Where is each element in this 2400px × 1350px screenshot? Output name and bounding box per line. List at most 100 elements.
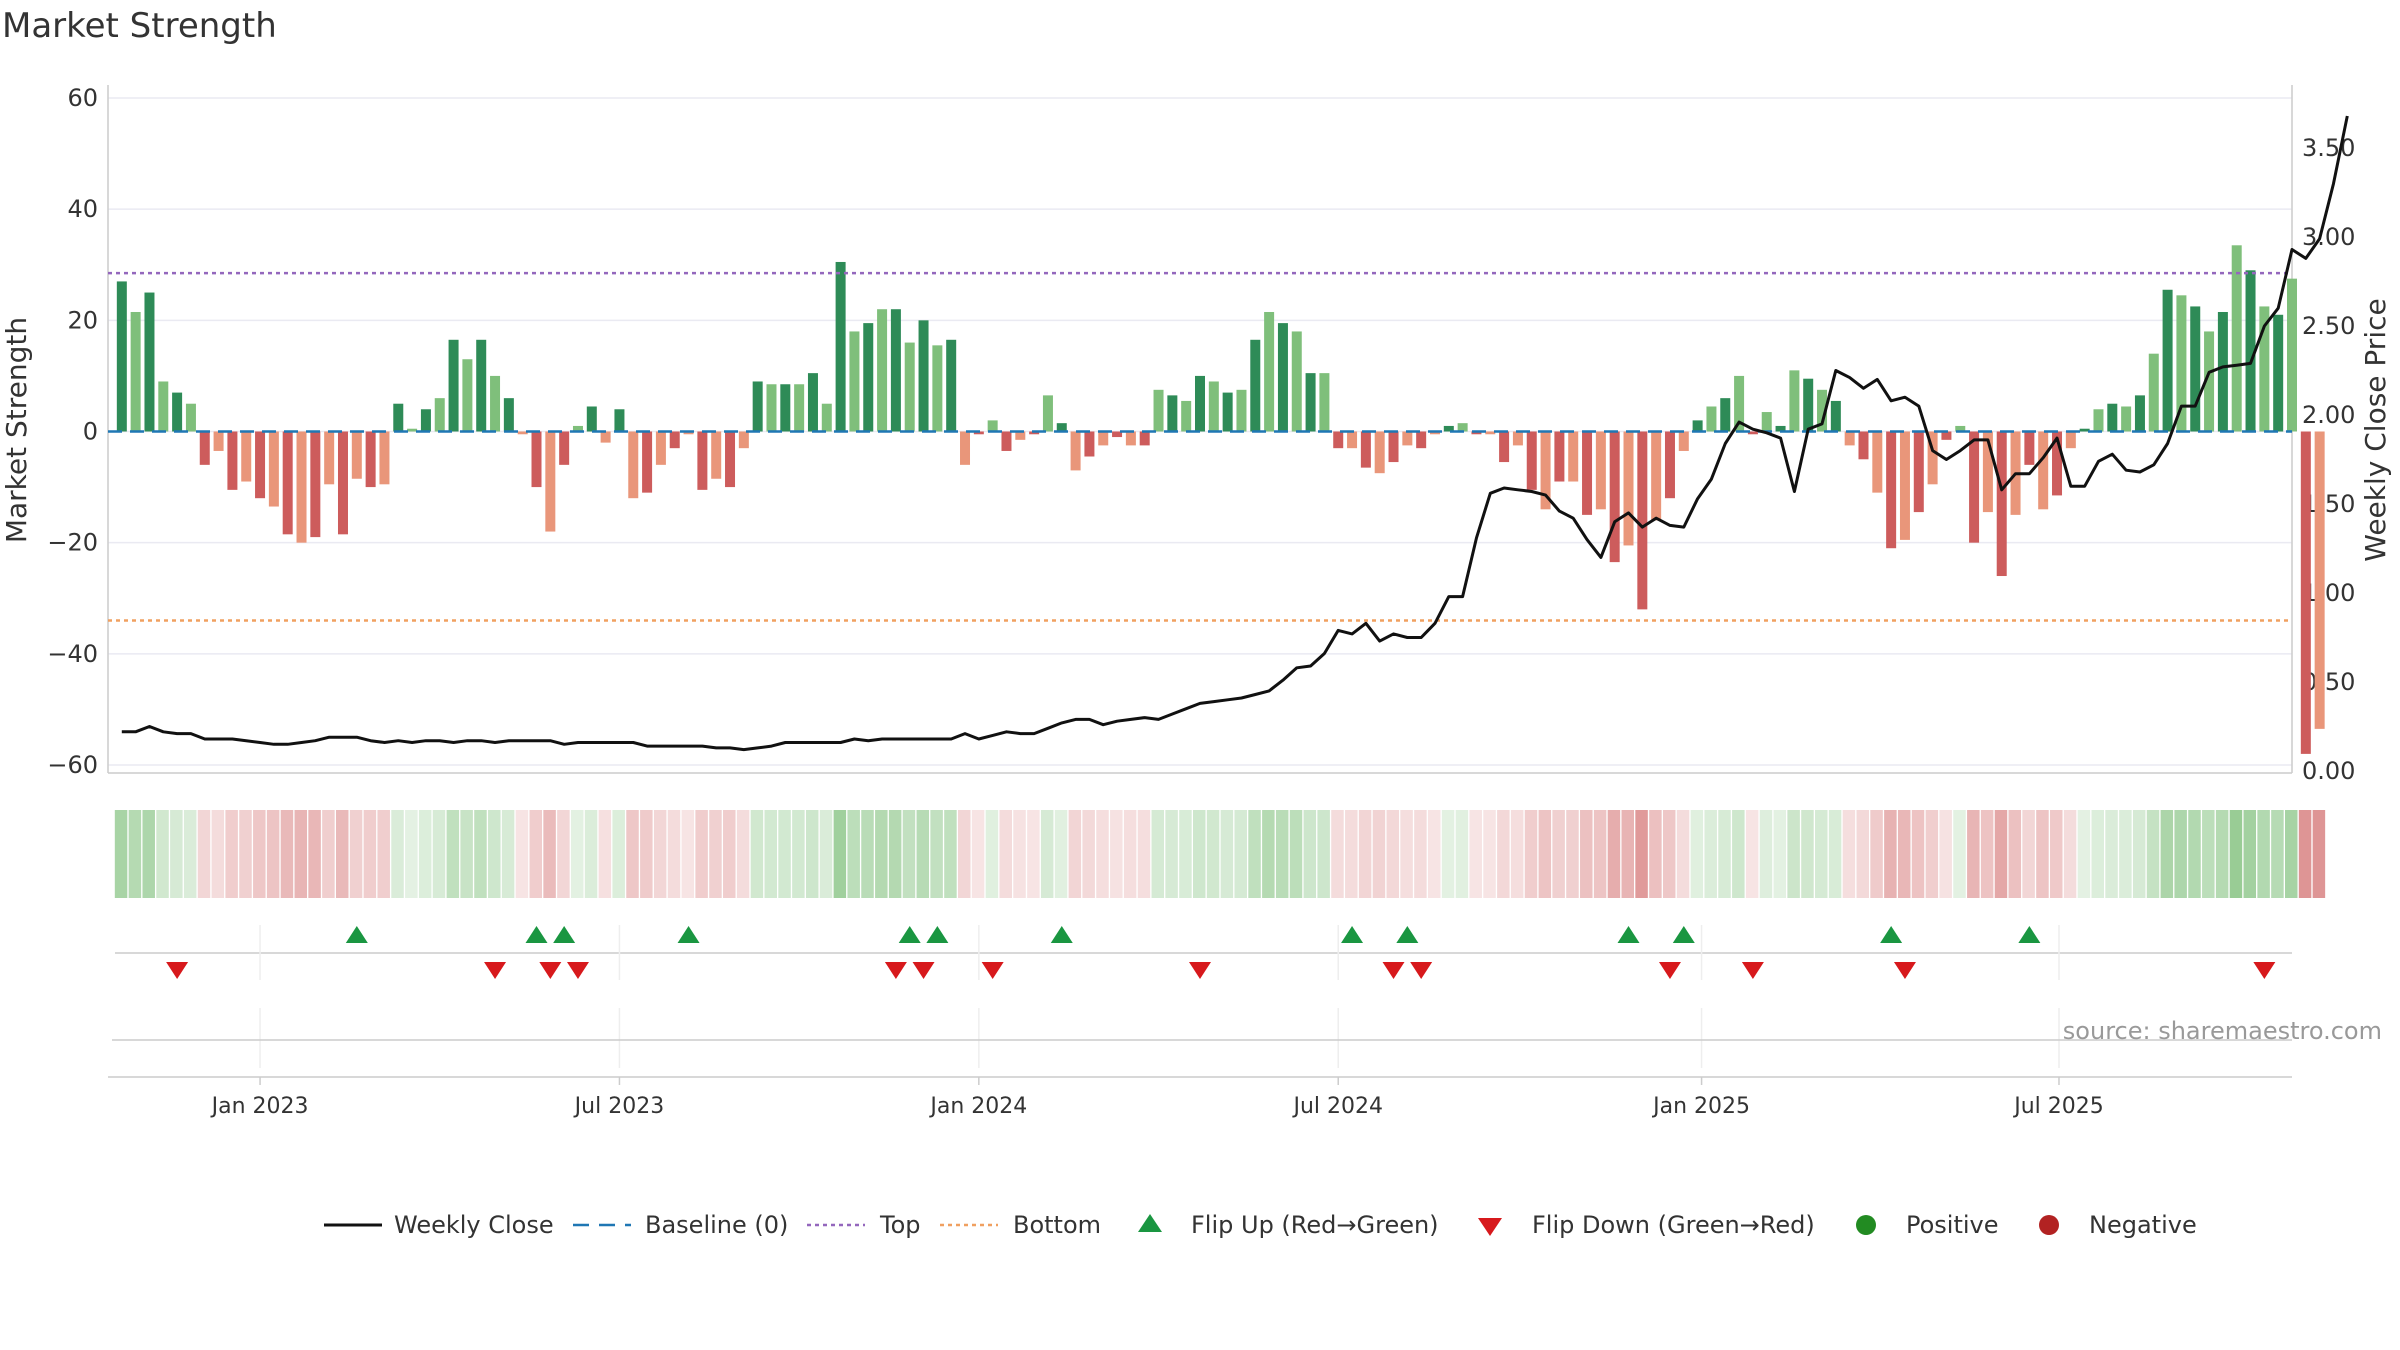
heat-cell: [1621, 810, 1635, 898]
strength-bar: [310, 431, 321, 538]
heat-cell: [1787, 810, 1800, 898]
strength-bar: [531, 431, 542, 488]
strength-bar: [849, 331, 860, 432]
strength-bar: [1402, 431, 1413, 446]
strength-bar: [1181, 400, 1192, 432]
strength-bar: [738, 431, 749, 449]
strength-bar: [1982, 431, 1993, 513]
legend-label: Negative: [2089, 1211, 2197, 1239]
flip-down-marker: [166, 962, 189, 979]
strength-bar: [960, 431, 971, 465]
left-tick-label: −40: [47, 640, 98, 668]
strength-bar: [1969, 431, 1980, 543]
flip-up-marker: [677, 926, 700, 943]
strength-bar: [2134, 395, 2145, 432]
heat-cell: [253, 810, 266, 898]
strength-bar: [1125, 431, 1136, 446]
strength-bar: [1084, 431, 1095, 457]
strength-bar: [766, 384, 777, 432]
heat-cell: [1994, 810, 2008, 898]
heat-cell: [1040, 810, 1054, 898]
heat-cell: [847, 810, 860, 898]
strength-bar: [1540, 431, 1551, 510]
strength-bar: [1471, 431, 1482, 435]
chart-title: Market Strength: [2, 6, 277, 46]
heat-cell: [349, 810, 363, 898]
heat-cell: [2229, 810, 2243, 898]
heat-cell: [1842, 810, 1856, 898]
heat-cell: [570, 810, 584, 898]
flip-up-marker: [553, 926, 576, 943]
heat-cell: [695, 810, 708, 898]
strength-bar: [255, 431, 266, 499]
legend-label: Flip Down (Green→Red): [1532, 1211, 1815, 1239]
heat-cell: [1925, 810, 1939, 898]
heat-cell: [460, 810, 473, 898]
strength-bar: [268, 431, 279, 507]
heat-cell: [1345, 810, 1358, 898]
strength-bar: [2162, 289, 2173, 432]
strength-bar: [821, 403, 832, 432]
strength-bar: [365, 431, 376, 488]
heat-cell: [363, 810, 377, 898]
strength-bar: [586, 406, 597, 432]
flip-down-marker: [1189, 962, 1211, 979]
strength-bar: [172, 392, 183, 432]
x-tick-label: Jul 2025: [2012, 1094, 2104, 1119]
heat-cell: [2146, 810, 2160, 898]
heat-cell: [888, 810, 902, 898]
flip-up-marker: [1396, 926, 1419, 943]
heat-cell: [1497, 810, 1510, 898]
strength-bar: [1347, 431, 1358, 449]
heat-cell: [1566, 810, 1579, 898]
strength-bar: [559, 431, 570, 465]
heat-cell: [1275, 810, 1289, 898]
heat-cell: [280, 810, 294, 898]
left-tick-label: −60: [47, 751, 98, 779]
strength-bar: [1042, 395, 1053, 432]
heat-cell: [2174, 810, 2187, 898]
heat-cell: [2285, 810, 2298, 898]
x-tick-label: Jan 2025: [1651, 1094, 1750, 1119]
strength-bar: [1305, 373, 1316, 432]
heat-cell: [1718, 810, 1731, 898]
strength-bar: [1789, 370, 1800, 432]
flip-down-marker: [484, 962, 507, 979]
heat-cell: [626, 810, 639, 898]
heat-cell: [197, 810, 211, 898]
strength-bar: [116, 281, 127, 432]
heat-cell: [557, 810, 570, 898]
heat-cell: [1635, 810, 1648, 898]
strength-bar: [1167, 395, 1178, 432]
strength-bar: [918, 320, 929, 432]
flip-up-marker: [525, 926, 548, 943]
strength-bar: [642, 431, 653, 493]
strength-bar: [1485, 431, 1496, 435]
heat-cell: [2050, 810, 2063, 898]
strength-bar: [158, 381, 169, 432]
heat-cell: [2063, 810, 2077, 898]
strength-bar: [545, 431, 556, 532]
heat-cell: [1801, 810, 1814, 898]
strength-bar: [1333, 431, 1344, 449]
legend-swatch-positive: [1856, 1215, 1876, 1235]
left-tick-label: 40: [67, 195, 98, 223]
heat-cell: [1317, 810, 1330, 898]
heat-cell: [598, 810, 612, 898]
strength-bar: [1499, 431, 1510, 463]
heat-cell: [2160, 810, 2174, 898]
heat-cell: [764, 810, 777, 898]
heat-cell: [2119, 810, 2132, 898]
strength-bar: [462, 359, 473, 432]
strength-bar: [932, 345, 943, 432]
heat-cell: [446, 810, 460, 898]
strength-bar: [296, 431, 307, 543]
heat-cell: [1427, 810, 1441, 898]
strength-bar: [1706, 406, 1717, 432]
strength-bar: [1001, 431, 1012, 451]
strength-bar: [351, 431, 362, 479]
heat-cell: [2202, 810, 2215, 898]
strength-bar: [2107, 403, 2118, 432]
strength-bar: [420, 409, 431, 432]
heat-cell: [418, 810, 432, 898]
